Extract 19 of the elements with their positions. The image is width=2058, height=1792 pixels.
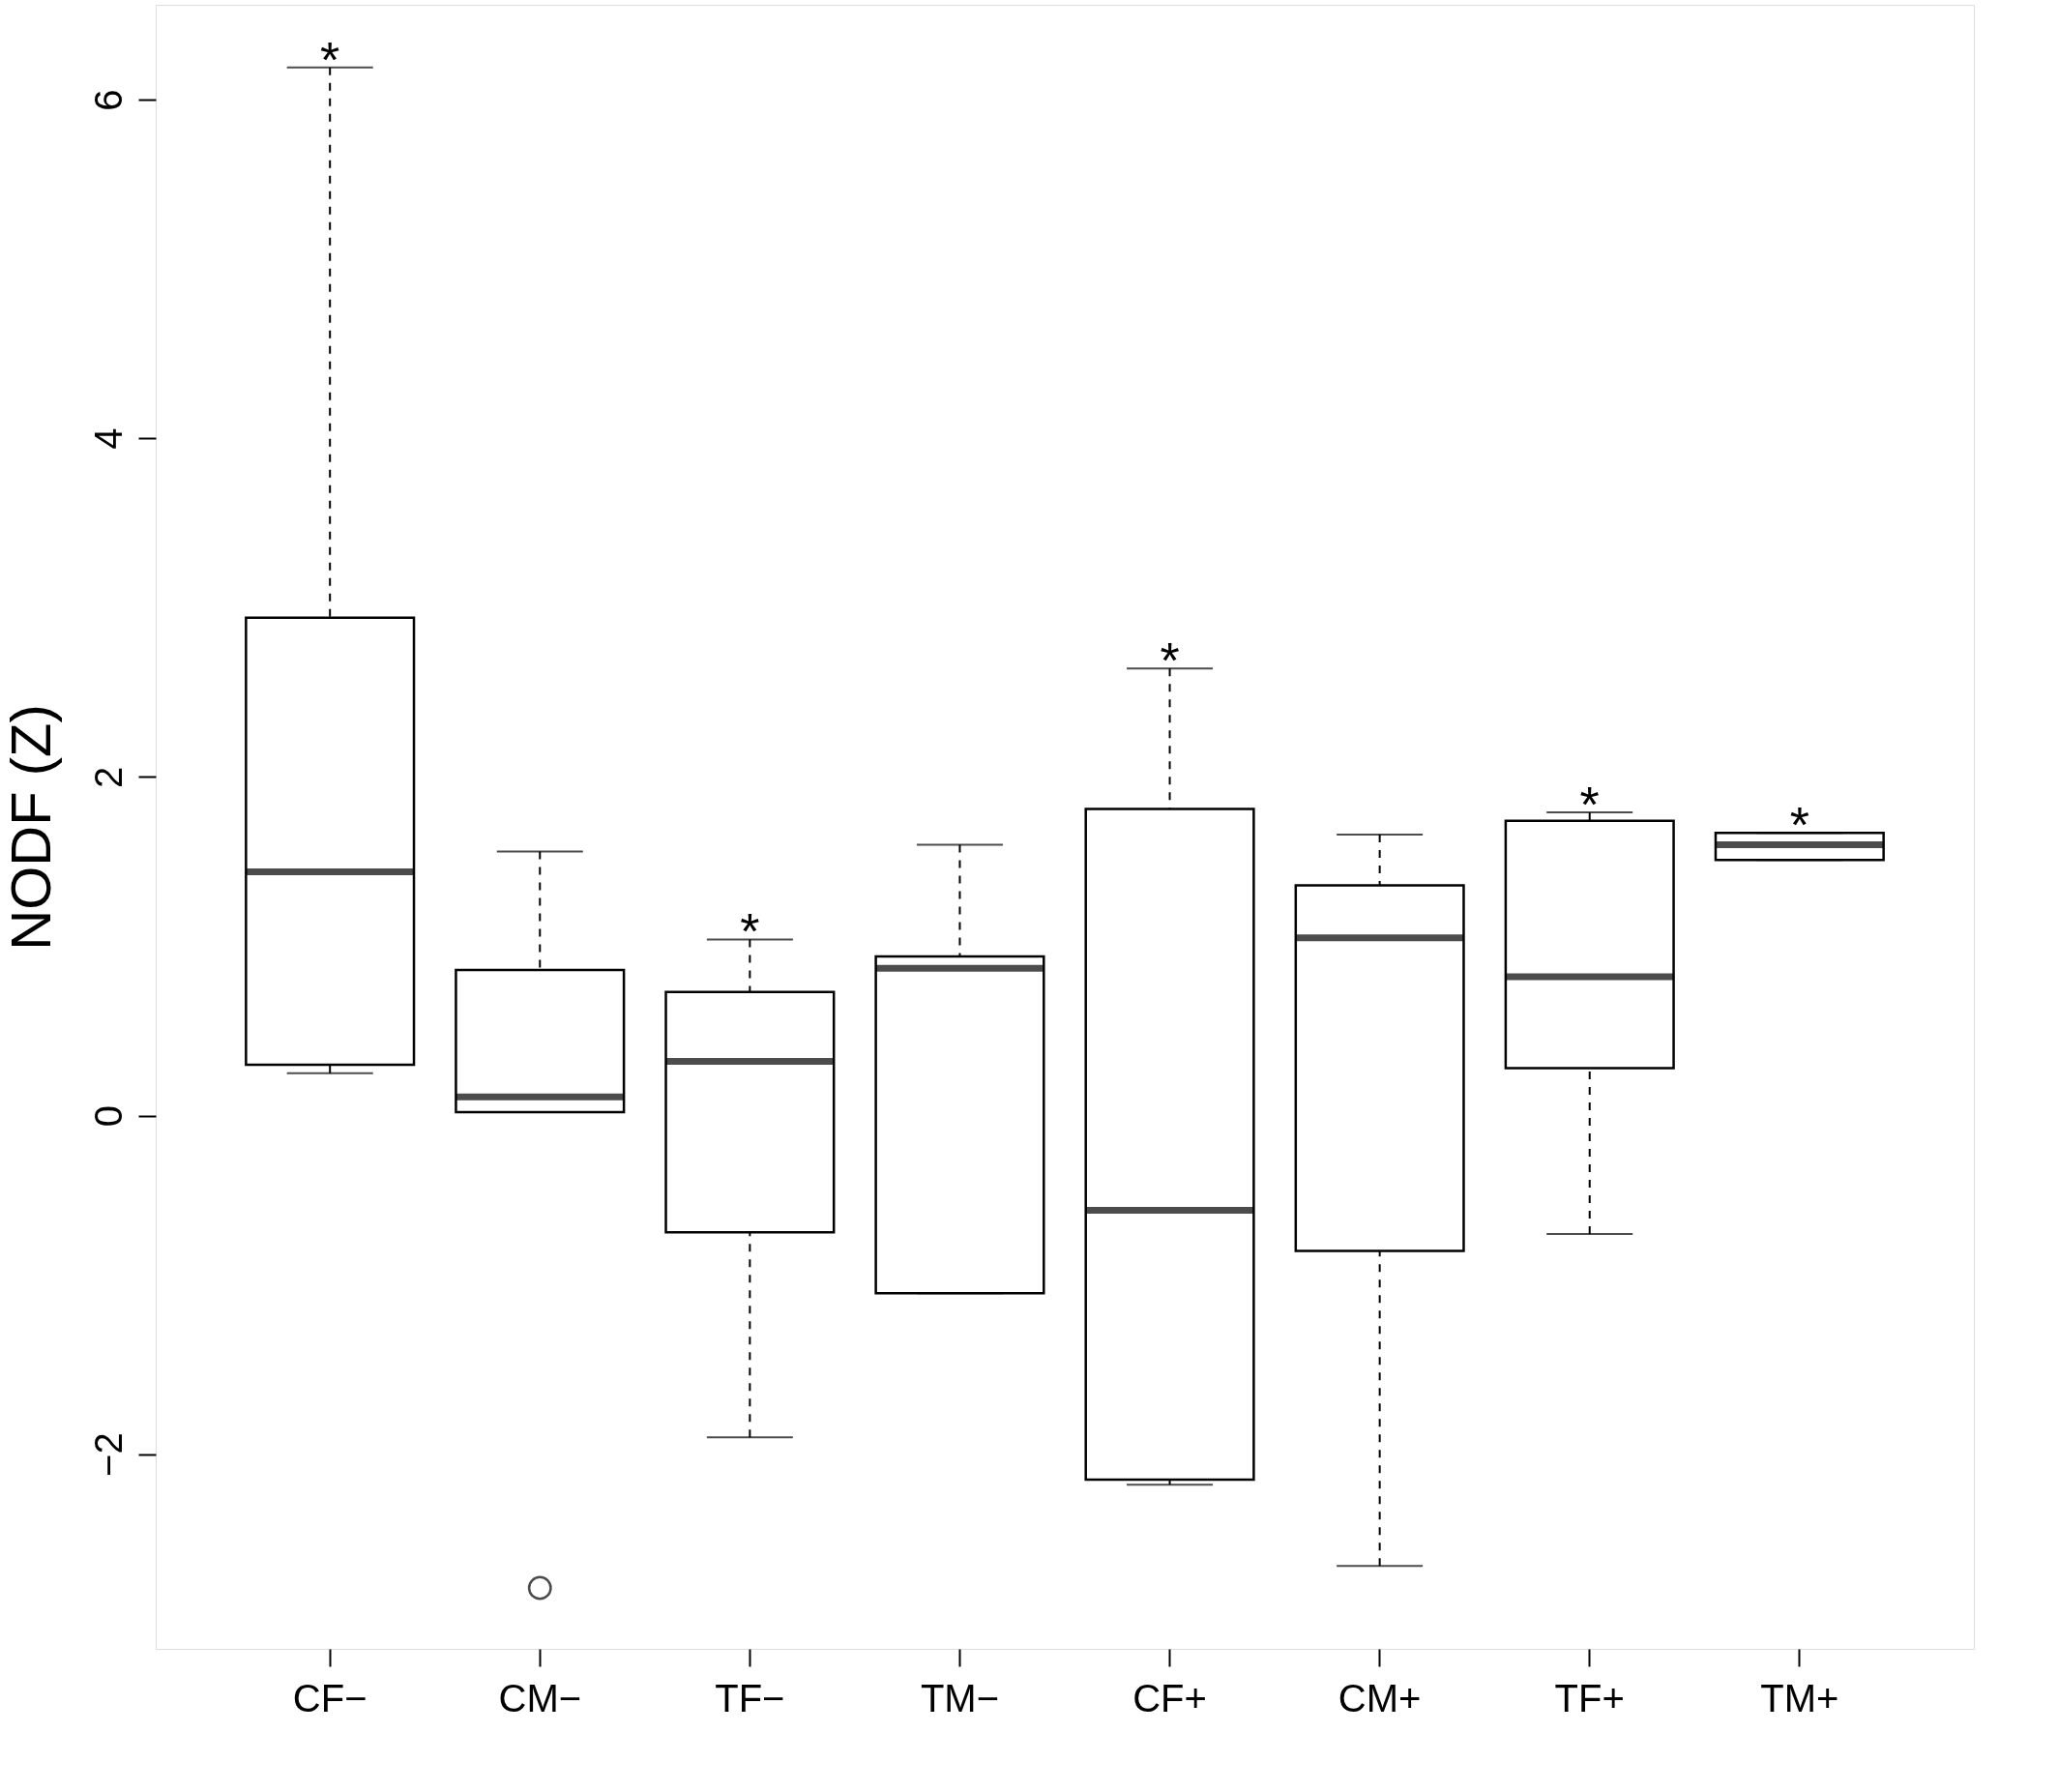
- x-tick-label: CF+: [1132, 1676, 1207, 1719]
- x-tick-label: CF−: [292, 1676, 368, 1719]
- x-tick-label: CM+: [1338, 1676, 1422, 1719]
- x-tick-label: TF−: [715, 1676, 785, 1719]
- annotation: *: [1789, 797, 1809, 854]
- y-tick-label: −2: [86, 1432, 130, 1477]
- x-tick-label: CM−: [498, 1676, 582, 1719]
- y-tick-label: 4: [86, 427, 130, 450]
- x-tick-label: TF+: [1554, 1676, 1625, 1719]
- y-tick-label: 6: [86, 89, 130, 111]
- y-tick-label: 0: [86, 1104, 130, 1128]
- y-axis-title: NODF (Z): [0, 704, 62, 951]
- y-tick-label: 2: [86, 766, 130, 788]
- annotation: *: [1160, 632, 1180, 690]
- annotation: *: [740, 903, 760, 960]
- x-tick-label: TM−: [920, 1676, 1000, 1719]
- x-tick-label: TM+: [1760, 1676, 1839, 1719]
- annotation: *: [320, 31, 340, 88]
- annotation: *: [1579, 777, 1600, 834]
